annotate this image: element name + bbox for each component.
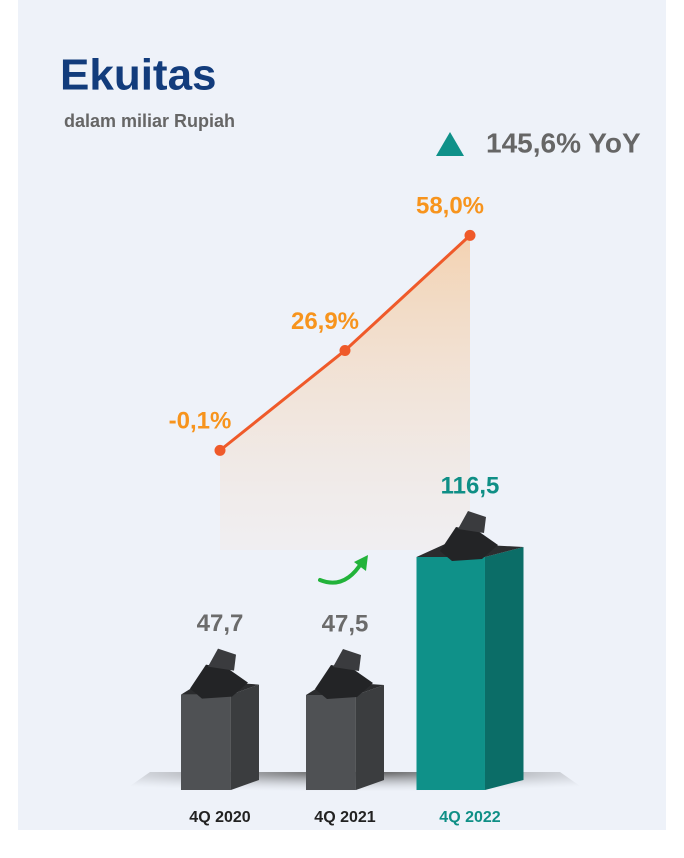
line-point	[464, 229, 476, 241]
plot: -0,1% 26,9% 58,0% 47,7 4Q 2020 47,5 4Q 2021 116…	[169, 193, 524, 826]
bar	[181, 694, 231, 790]
value-label: 116,5	[441, 472, 500, 499]
coal	[208, 648, 236, 671]
coal	[333, 649, 361, 671]
line-area	[220, 235, 470, 550]
value-label: -0,1%	[169, 408, 232, 435]
x-tick-label: 4Q 2021	[314, 809, 375, 826]
value-label: 47,5	[322, 610, 369, 637]
value-label: 26,9%	[291, 308, 359, 335]
line-point	[339, 344, 351, 356]
growth-arrow	[318, 560, 364, 585]
bar	[416, 557, 485, 790]
x-tick-label: 4Q 2020	[189, 809, 250, 826]
line-point	[214, 444, 226, 456]
bar	[306, 695, 356, 790]
coal	[190, 664, 248, 699]
chart-title: Ekuitas	[60, 51, 217, 100]
growth-arrow-head	[354, 555, 368, 571]
coal	[315, 665, 373, 699]
bar-side	[230, 684, 259, 790]
x-tick-label: 4Q 2022	[439, 809, 500, 826]
bar-side	[355, 685, 384, 790]
chart-subtitle: dalam miliar Rupiah	[64, 111, 235, 131]
value-label: 58,0%	[416, 193, 484, 220]
up-triangle	[436, 132, 464, 156]
yoy-annotation: 145,6% YoY	[486, 127, 641, 158]
coal	[458, 511, 486, 533]
coal	[440, 527, 498, 561]
value-label: 47,7	[197, 610, 244, 637]
bar-side	[484, 547, 524, 790]
